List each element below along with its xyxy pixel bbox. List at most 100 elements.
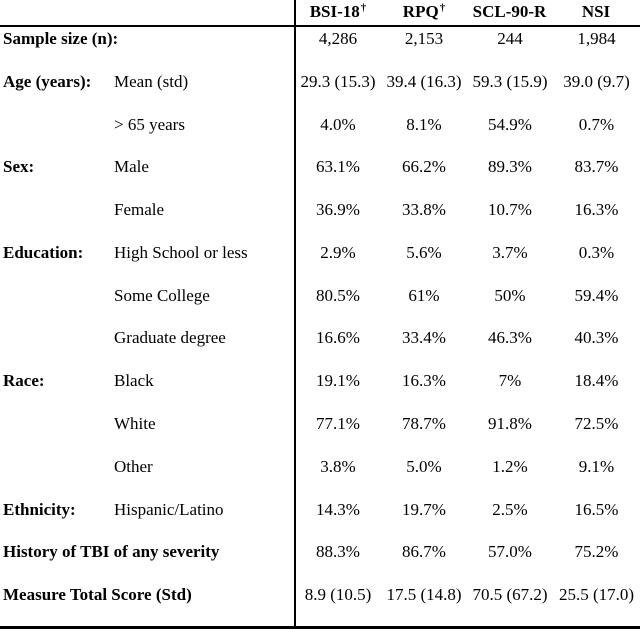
- table-row: Graduate degree 16.6% 33.4% 46.3% 40.3%: [0, 324, 640, 367]
- cell-value: 1.2%: [492, 456, 528, 476]
- cell-value: 59.4%: [574, 285, 619, 305]
- row-category: Ethnicity:: [3, 499, 76, 519]
- row-sublabel: High School or less: [114, 242, 248, 262]
- row-sublabel: Mean (std): [114, 71, 189, 91]
- row-sublabel: Graduate degree: [114, 328, 226, 348]
- cell-value: 36.9%: [316, 200, 360, 220]
- cell-value: 9.1%: [578, 456, 615, 476]
- cell-value: 0.7%: [578, 114, 615, 134]
- cell-value: 54.9%: [488, 114, 532, 134]
- cell-value: 3.7%: [492, 242, 528, 262]
- cell-value: 50%: [494, 285, 526, 305]
- cell-value: 2.9%: [320, 242, 356, 262]
- cell-value: 91.8%: [488, 414, 532, 434]
- row-category: Sex:: [3, 157, 35, 177]
- column-divider-rule: [294, 0, 296, 629]
- table-row: White 77.1% 78.7% 91.8% 72.5%: [0, 410, 640, 453]
- cell-value: 80.5%: [316, 285, 360, 305]
- cell-value: 18.4%: [574, 371, 619, 391]
- cell-value: 70.5 (67.2): [472, 585, 548, 605]
- row-sublabel: Black: [114, 371, 154, 391]
- table-row: Other 3.8% 5.0% 1.2% 9.1%: [0, 453, 640, 496]
- cell-value: 75.2%: [574, 542, 619, 562]
- row-sublabel: White: [114, 414, 156, 434]
- cell-value: 86.7%: [402, 542, 446, 562]
- cell-value: 16.6%: [316, 328, 360, 348]
- cell-value: 10.7%: [488, 200, 532, 220]
- table-row: > 65 years 4.0% 8.1% 54.9% 0.7%: [0, 111, 640, 154]
- cell-value: 7%: [498, 371, 522, 391]
- table-row: Sex: Male 63.1% 66.2% 89.3% 83.7%: [0, 153, 640, 196]
- column-header-label: NSI: [581, 1, 611, 21]
- row-category: Education:: [3, 242, 84, 262]
- table-row: Education: High School or less 2.9% 5.6%…: [0, 239, 640, 282]
- table-row: Sample size (n): 4,286 2,153 244 1,984: [0, 25, 640, 68]
- cell-value: 63.1%: [316, 157, 360, 177]
- table-row: Female 36.9% 33.8% 10.7% 16.3%: [0, 196, 640, 239]
- cell-value: 57.0%: [488, 542, 532, 562]
- cell-value: 25.5 (17.0): [558, 585, 635, 605]
- cell-value: 3.8%: [320, 456, 356, 476]
- table-row: Age (years): Mean (std) 29.3 (15.3) 39.4…: [0, 68, 640, 111]
- cell-value: 83.7%: [574, 157, 619, 177]
- table-body: Sample size (n): 4,286 2,153 244 1,984 A…: [0, 25, 640, 624]
- header-underline-rule: [0, 25, 640, 27]
- cell-value: 4,286: [318, 29, 358, 48]
- cell-value: 14.3%: [316, 499, 360, 519]
- table-header-row: BSI-18† RPQ† SCL-90-R NSI: [0, 0, 640, 25]
- row-category: Age (years):: [3, 71, 92, 91]
- cell-value: 40.3%: [574, 328, 619, 348]
- row-category: Sample size (n):: [3, 29, 119, 48]
- cell-value: 46.3%: [488, 328, 532, 348]
- dagger-superscript-icon: †: [439, 1, 446, 14]
- cell-value: 1,984: [577, 29, 616, 48]
- cell-value: 2.5%: [492, 499, 528, 519]
- table-row: Measure Total Score (Std) 8.9 (10.5) 17.…: [0, 581, 640, 624]
- cell-value: 66.2%: [402, 157, 446, 177]
- cell-value: 16.3%: [574, 200, 619, 220]
- row-category: History of TBI of any severity: [3, 542, 220, 562]
- dagger-superscript-icon: †: [360, 1, 367, 14]
- cell-value: 29.3 (15.3): [300, 71, 376, 91]
- cell-value: 8.1%: [406, 114, 442, 134]
- column-header: NSI: [553, 2, 640, 24]
- cell-value: 16.3%: [402, 371, 446, 391]
- table-row: Race: Black 19.1% 16.3% 7% 18.4%: [0, 367, 640, 410]
- cell-value: 16.5%: [574, 499, 619, 519]
- cell-value: 39.0 (9.7): [563, 71, 630, 91]
- column-header-label: BSI-18: [309, 1, 360, 21]
- column-header: SCL-90-R: [467, 2, 553, 24]
- cell-value: 19.7%: [402, 499, 446, 519]
- cell-value: 61%: [408, 285, 440, 305]
- column-header-label: RPQ: [402, 1, 439, 21]
- cell-value: 88.3%: [316, 542, 360, 562]
- row-sublabel: Other: [114, 456, 153, 476]
- row-category: Measure Total Score (Std): [3, 585, 192, 605]
- cell-value: 39.4 (16.3): [386, 71, 462, 91]
- cell-value: 89.3%: [488, 157, 532, 177]
- cell-value: 4.0%: [320, 114, 356, 134]
- row-sublabel: Female: [114, 200, 165, 220]
- cell-value: 33.4%: [402, 328, 446, 348]
- row-sublabel: Some College: [114, 285, 210, 305]
- row-sublabel: > 65 years: [114, 114, 185, 134]
- column-header-label: SCL-90-R: [472, 1, 547, 21]
- cell-value: 2,153: [404, 29, 444, 48]
- cell-value: 19.1%: [316, 371, 360, 391]
- table-row: History of TBI of any severity 88.3% 86.…: [0, 538, 640, 581]
- table-row: Ethnicity: Hispanic/Latino 14.3% 19.7% 2…: [0, 496, 640, 539]
- cell-value: 5.6%: [406, 242, 442, 262]
- table-row: Some College 80.5% 61% 50% 59.4%: [0, 282, 640, 325]
- cell-value: 72.5%: [574, 414, 619, 434]
- cell-value: 77.1%: [316, 414, 360, 434]
- row-category: Race:: [3, 371, 45, 391]
- cell-value: 59.3 (15.9): [472, 71, 548, 91]
- table-bottom-rule: [0, 626, 640, 629]
- cell-value: 17.5 (14.8): [386, 585, 462, 605]
- row-sublabel: Hispanic/Latino: [114, 499, 224, 519]
- cell-value: 78.7%: [402, 414, 446, 434]
- cell-value: 244: [497, 29, 523, 48]
- row-sublabel: Male: [114, 157, 149, 177]
- cell-value: 5.0%: [406, 456, 442, 476]
